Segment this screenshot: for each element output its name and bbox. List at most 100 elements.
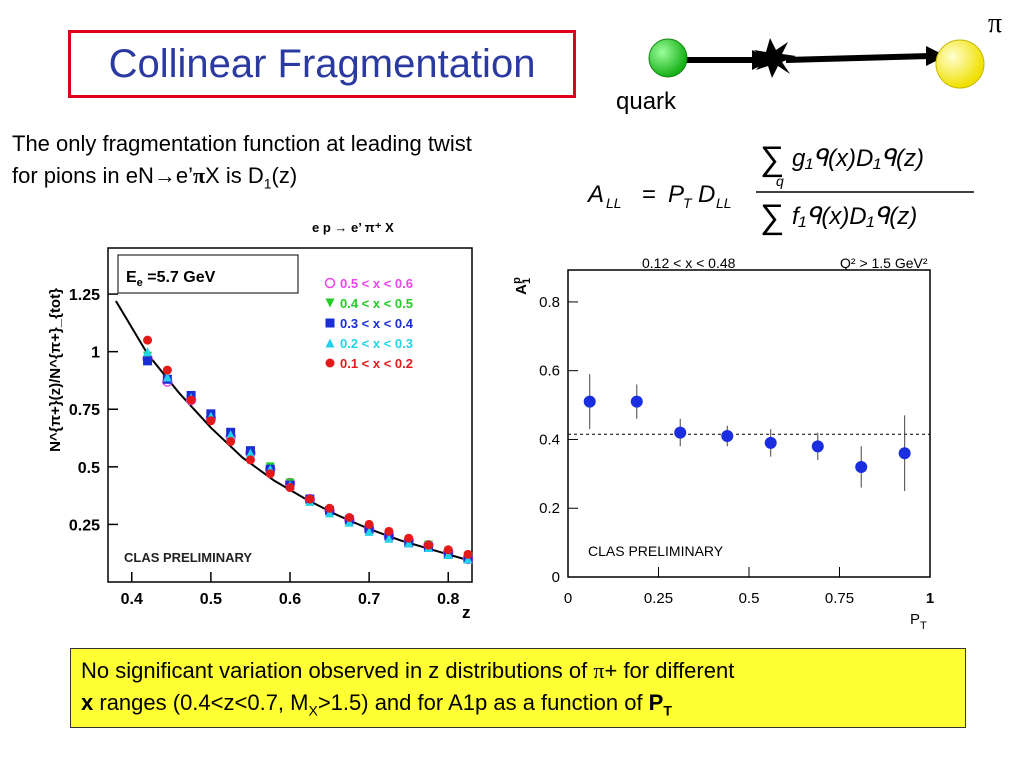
left-plot-point [143, 347, 153, 357]
left-plot-x-tick-label: 0.4 [121, 591, 143, 608]
summary-line-1-post: + for different [604, 658, 735, 683]
left-plot-point [443, 549, 453, 559]
summary-pt-bold: P [648, 690, 664, 715]
formula-sum-index: q [776, 173, 784, 189]
right-plot-q2-cut: Q² > 1.5 GeV² [840, 255, 928, 271]
left-plot-point [226, 436, 236, 446]
summary-line-2: x ranges (0.4<z<0.7, MX>1.5) and for A1p… [81, 687, 955, 726]
left-plot-point [245, 448, 255, 458]
beam-energy-box [117, 254, 299, 294]
left-plot-y-tick-label: 0.25 [69, 517, 100, 534]
summary-line-2-post: >1.5) and for A1p as a function of [317, 690, 649, 715]
left-plot-point [325, 358, 335, 368]
left-plot-point [143, 356, 153, 366]
left-plot-point [325, 338, 335, 348]
asymmetry-formula: A LL = P T D LL ∑ g₁ᑫ(x)D₁ᑫ(z) q ∑ f₁ᑫ(x… [586, 140, 974, 236]
formula-d-sub: LL [716, 195, 732, 211]
left-plot-point [404, 538, 414, 548]
right-plot-y-tick-label: 0.4 [539, 431, 560, 448]
left-plot-x-tick-label: 0.7 [358, 591, 380, 608]
quark-ball [648, 38, 688, 78]
page-title: Collinear Fragmentation [108, 41, 536, 86]
left-plot-legend-label: 0.4 < x < 0.5 [340, 296, 413, 311]
right-plot-points [583, 374, 911, 492]
fragmentation-diagram [648, 38, 985, 89]
left-plot-point [206, 416, 216, 426]
left-plot-point [325, 318, 335, 328]
fragmentation-plot: e p → e’ π⁺ X 0.4 0.5 0.6 0.7 0.8 0.25 0.5 0.75… [47, 220, 474, 622]
right-plot-x-tick-label: 0 [564, 590, 572, 607]
arrow-head-2 [926, 46, 946, 66]
beam-energy-label: Ee =5.7 GeV [126, 269, 216, 289]
left-plot-point [325, 298, 335, 308]
right-plot-x-range: 0.12 < x < 0.48 [642, 255, 736, 271]
left-plot-point [325, 508, 335, 518]
formula-equals: = [642, 181, 656, 208]
left-plot-point [226, 430, 236, 440]
left-plot-point [285, 483, 295, 493]
formula-d: D [698, 181, 715, 208]
left-plot-xlabel: z [462, 603, 471, 622]
intro-text: The only fragmentation function at leadi… [12, 128, 612, 199]
left-plot-x-tick-label: 0.8 [437, 591, 459, 608]
left-plot-watermark: CLAS PRELIMINARY [124, 550, 252, 565]
summary-line-1: No significant variation observed in z d… [81, 655, 955, 687]
left-plot-x-tick-label: 0.6 [279, 591, 301, 608]
right-plot-point [898, 447, 911, 460]
fragmentation-burst-icon [754, 38, 796, 78]
intro-line-2-sub: 1 [263, 175, 272, 192]
left-plot-frame [107, 247, 473, 583]
left-plot-legend-label: 0.3 < x < 0.4 [340, 316, 414, 331]
left-plot-point [443, 545, 453, 555]
left-plot-point [344, 517, 354, 527]
left-plot-point [305, 494, 315, 504]
right-plot-y-tick-label: 0.8 [539, 294, 560, 311]
intro-line-2-pre: for pions in eN→e’ [12, 163, 193, 188]
left-plot-point [423, 540, 433, 550]
left-plot-point [162, 372, 172, 382]
right-plot-point [764, 436, 777, 449]
left-plot-ylabel: N^{π+}(z)/N^{π+}_{tot} [47, 288, 64, 452]
intro-line-1: The only fragmentation function at leadi… [12, 131, 472, 156]
summary-line-1-pre: No significant variation observed in z d… [81, 658, 594, 683]
left-plot-point [384, 526, 394, 536]
asymmetry-plot: 0.12 < x < 0.48 Q² > 1.5 GeV² 0 0.25 0.5 0.… [511, 255, 934, 632]
right-plot-frame [567, 269, 931, 578]
left-plot-point [384, 533, 394, 543]
formula-pt: P [668, 181, 684, 208]
left-plot-legend-label: 0.5 < x < 0.6 [340, 276, 413, 291]
left-plot-y-tick-label: 1.25 [69, 287, 100, 304]
right-plot-point [674, 426, 687, 439]
formula-numerator: g₁ᑫ(x)D₁ᑫ(z) [792, 145, 924, 172]
right-plot-y-tick-label: 0.2 [539, 500, 560, 517]
intro-pi-symbol: π [192, 163, 206, 188]
right-plot-ylabel: A1p [511, 277, 533, 295]
left-plot-title: e p → e’ π⁺ X [312, 220, 394, 235]
left-plot-point [404, 533, 414, 543]
pion-label: π [988, 8, 1003, 39]
left-plot-point [265, 469, 275, 479]
right-plot-x-tick-label: 0.25 [644, 590, 673, 607]
right-plot-x-tick-label: 0.75 [825, 590, 854, 607]
summary-x-bold: x [81, 690, 94, 715]
left-plot-point [463, 554, 473, 564]
summary-line-2-mid: ranges (0.4<z<0.7, M [93, 690, 309, 715]
left-plot-ticks: 0.4 0.5 0.6 0.7 0.8 0.25 0.5 0.75 1 1.25 [69, 287, 460, 608]
intro-line-2-mid: X is D [205, 163, 264, 188]
right-plot-x-tick-label: 1 [926, 590, 934, 607]
formula-sum-top: ∑ [760, 140, 784, 178]
left-plot-point [364, 519, 374, 529]
formula-denominator: f₁ᑫ(x)D₁ᑫ(z) [792, 203, 917, 230]
formula-lhs-sub: LL [606, 195, 622, 211]
summary-pt-sub: T [663, 702, 672, 719]
left-plot-point [344, 513, 354, 523]
summary-mx-sub: X [308, 702, 318, 719]
left-plot-legend-label: 0.1 < x < 0.2 [340, 356, 413, 371]
intro-line-2-post: (z) [271, 163, 298, 188]
left-plot-point [324, 277, 336, 289]
right-plot-x-tick-label: 0.5 [739, 590, 760, 607]
formula-sum-bottom: ∑ [760, 198, 784, 236]
left-plot-point [463, 549, 473, 559]
right-plot-point [721, 430, 734, 443]
arrow-head-1 [752, 50, 772, 70]
